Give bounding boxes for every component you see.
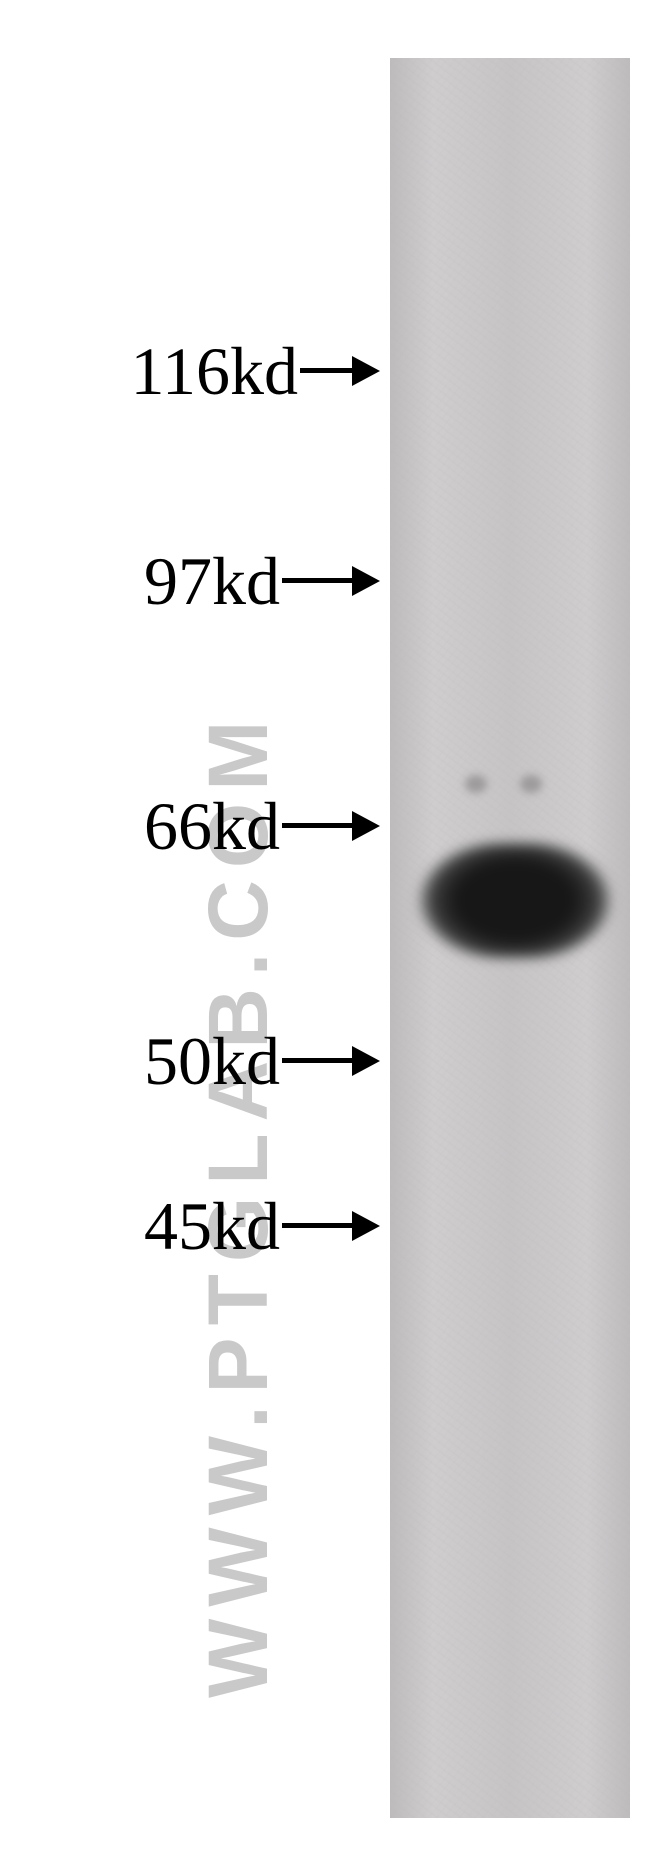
arrow-right-icon xyxy=(282,825,380,826)
protein-band xyxy=(420,843,610,958)
faint-spot xyxy=(465,775,487,793)
mw-marker-label: 116kd xyxy=(131,337,298,405)
arrow-right-icon xyxy=(282,580,380,581)
mw-marker-label: 50kd xyxy=(144,1027,280,1095)
faint-spot xyxy=(520,775,542,793)
blot-figure: WWW.PTGLAB.COM 116kd97kd66kd50kd45kd xyxy=(0,0,650,1855)
mw-marker-label: 45kd xyxy=(144,1192,280,1260)
mw-marker-row: 97kd xyxy=(0,580,380,581)
arrow-right-icon xyxy=(282,1225,380,1226)
mw-marker-row: 116kd xyxy=(0,370,380,371)
arrow-right-icon xyxy=(300,370,380,371)
mw-marker-label: 66kd xyxy=(144,792,280,860)
arrow-right-icon xyxy=(282,1060,380,1061)
mw-marker-label: 97kd xyxy=(144,547,280,615)
mw-marker-row: 50kd xyxy=(0,1060,380,1061)
mw-marker-row: 66kd xyxy=(0,825,380,826)
gel-lane xyxy=(390,58,630,1818)
mw-marker-row: 45kd xyxy=(0,1225,380,1226)
